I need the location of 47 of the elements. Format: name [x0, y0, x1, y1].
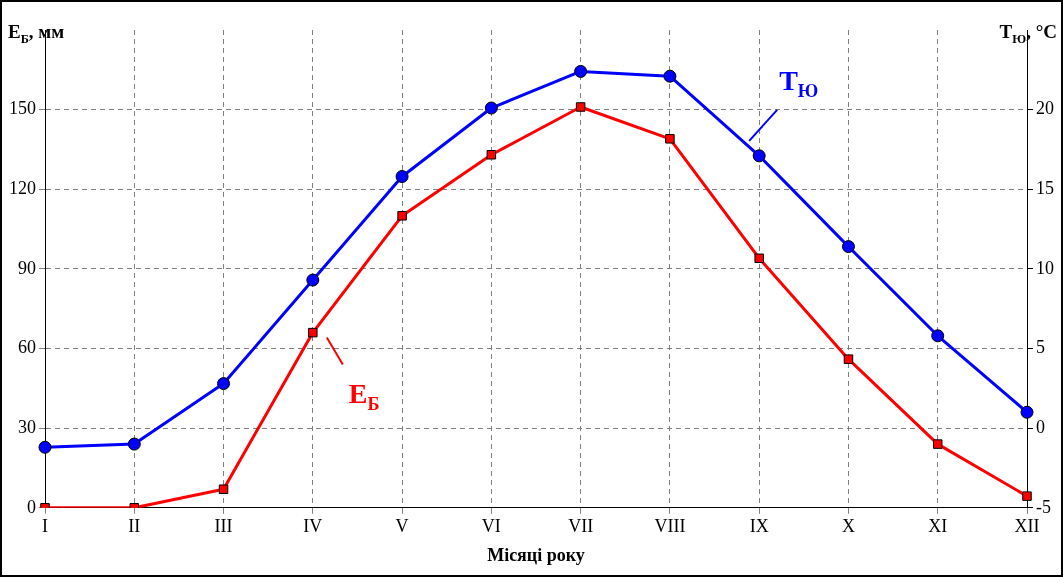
- y-tick-label: 60: [18, 337, 36, 358]
- point: [754, 253, 764, 264]
- point: [575, 102, 586, 112]
- x-tick-label: XII: [1014, 516, 1040, 537]
- point: [1022, 491, 1032, 501]
- y2-tick-label: 20: [1036, 98, 1054, 119]
- point: [217, 377, 231, 391]
- x-tick-label: I: [42, 516, 48, 537]
- point: [395, 170, 409, 184]
- y-tick-label: 120: [9, 178, 36, 198]
- point: [484, 101, 498, 115]
- point: [1020, 405, 1034, 419]
- y-tick-label: 150: [9, 98, 36, 119]
- x-tick-label: II: [128, 516, 141, 537]
- x-tick-label: V: [395, 516, 409, 537]
- point: [218, 484, 229, 494]
- y2-tick-label: 0: [1036, 416, 1045, 437]
- x-tick-label: VII: [568, 516, 594, 537]
- y-tick-label: 0: [27, 496, 36, 517]
- x-tick-label: IV: [303, 516, 323, 537]
- x-tick-label: III: [214, 516, 233, 537]
- y2-tick-label: 5: [1036, 337, 1045, 358]
- point: [486, 150, 497, 160]
- point: [663, 69, 677, 83]
- point: [841, 240, 855, 254]
- point: [308, 327, 318, 338]
- y2-tick-label: 10: [1036, 257, 1054, 278]
- point: [931, 329, 945, 343]
- point: [397, 211, 407, 221]
- point: [306, 273, 320, 287]
- point: [127, 437, 141, 451]
- point: [574, 64, 588, 78]
- y-tick-label: 90: [18, 257, 36, 278]
- x-axis-title: Місяці року: [487, 544, 585, 565]
- point: [752, 149, 766, 163]
- point: [932, 439, 943, 449]
- x-tick-label: X: [841, 516, 855, 537]
- point: [665, 134, 675, 144]
- point: [843, 354, 854, 364]
- x-tick-label: IX: [749, 516, 769, 537]
- x-tick-label: XI: [928, 516, 948, 537]
- y-tick-label: 30: [18, 416, 36, 437]
- x-tick-label: VI: [481, 516, 501, 537]
- y2-tick-label: -5: [1036, 496, 1051, 517]
- point: [38, 440, 52, 454]
- x-tick-label: VIII: [654, 516, 686, 537]
- y2-tick-label: 15: [1036, 178, 1054, 198]
